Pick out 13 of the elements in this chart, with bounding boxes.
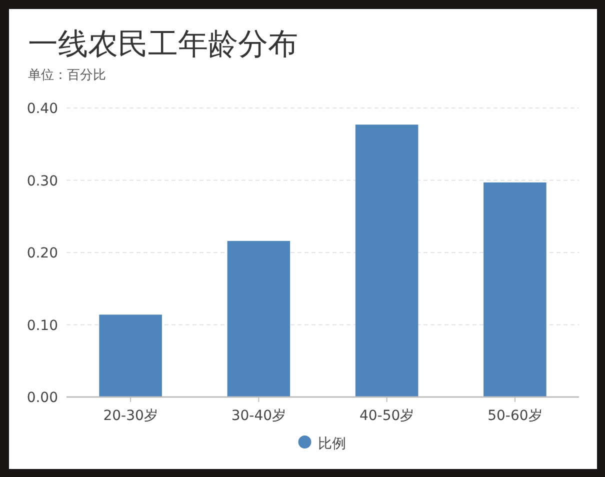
- chart-title: 一线农民工年龄分布: [28, 27, 298, 62]
- x-tick-label: 20-30岁: [103, 408, 158, 424]
- x-tick-label: 30-40岁: [231, 408, 286, 424]
- legend-label: 比例: [318, 436, 346, 452]
- x-tick-label: 40-50岁: [359, 408, 414, 424]
- y-tick-label: 0.00: [26, 390, 58, 406]
- legend: 比例: [298, 436, 346, 452]
- y-tick-label: 0.40: [26, 101, 58, 117]
- chart-subtitle: 单位：百分比: [28, 68, 106, 83]
- y-tick-label: 0.30: [26, 173, 58, 190]
- x-tick-label: 50-60岁: [488, 408, 542, 424]
- y-tick-label: 0.10: [26, 318, 58, 334]
- y-tick-label: 0.20: [26, 246, 58, 262]
